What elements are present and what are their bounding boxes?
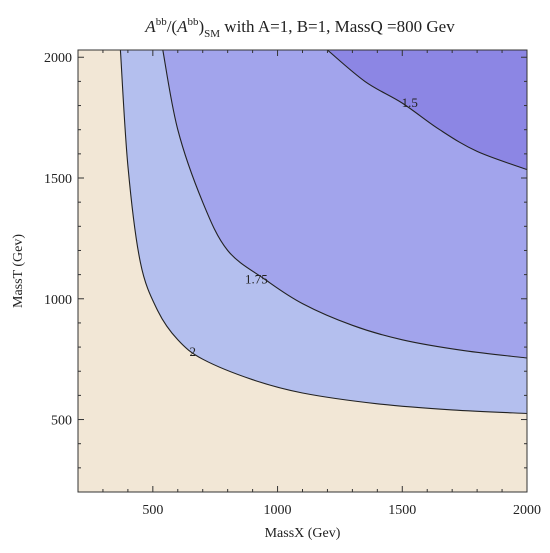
y-tick-label: 1500 — [44, 172, 72, 187]
title-a1: A — [144, 17, 156, 36]
title-sup1: bb — [156, 16, 168, 28]
contour-line-2 — [119, 50, 527, 415]
contour-line-1-75 — [162, 50, 527, 359]
region-below-1-5 — [327, 50, 527, 170]
title-mid: /( — [167, 17, 178, 36]
x-axis: 500 1000 1500 2000 — [102, 50, 541, 518]
y-axis: 500 1000 1500 2000 — [44, 51, 527, 469]
contour-label-2: 2 — [189, 344, 196, 359]
title-sub: SM — [204, 28, 220, 40]
x-tick-label: 1000 — [264, 503, 292, 518]
x-axis-title: MassX (Gev) — [265, 526, 341, 541]
contour-label-1-5: 1.5 — [402, 95, 418, 110]
y-tick-label: 1000 — [44, 293, 72, 308]
contour-labels: 2 1.75 1.5 — [189, 95, 417, 359]
title-rest: with A=1, B=1, MassQ =800 Gev — [220, 17, 455, 36]
x-tick-label: 2000 — [513, 503, 541, 518]
title-a2: A — [176, 17, 188, 36]
contour-line-1-5 — [327, 50, 527, 171]
x-tick-label: 1500 — [388, 503, 416, 518]
contour-label-1-75: 1.75 — [245, 271, 268, 286]
chart-title: Abb/(Abb)SM with A=1, B=1, MassQ =800 Ge… — [144, 16, 455, 40]
title-close: ) — [198, 17, 204, 36]
title-sup2: bb — [187, 16, 199, 28]
contour-lines — [119, 50, 527, 415]
y-tick-label: 500 — [51, 414, 72, 429]
y-axis-title: MassT (Gev) — [11, 234, 26, 308]
y-tick-label: 2000 — [44, 51, 72, 66]
x-tick-label: 500 — [142, 503, 163, 518]
plot-area — [78, 50, 527, 492]
